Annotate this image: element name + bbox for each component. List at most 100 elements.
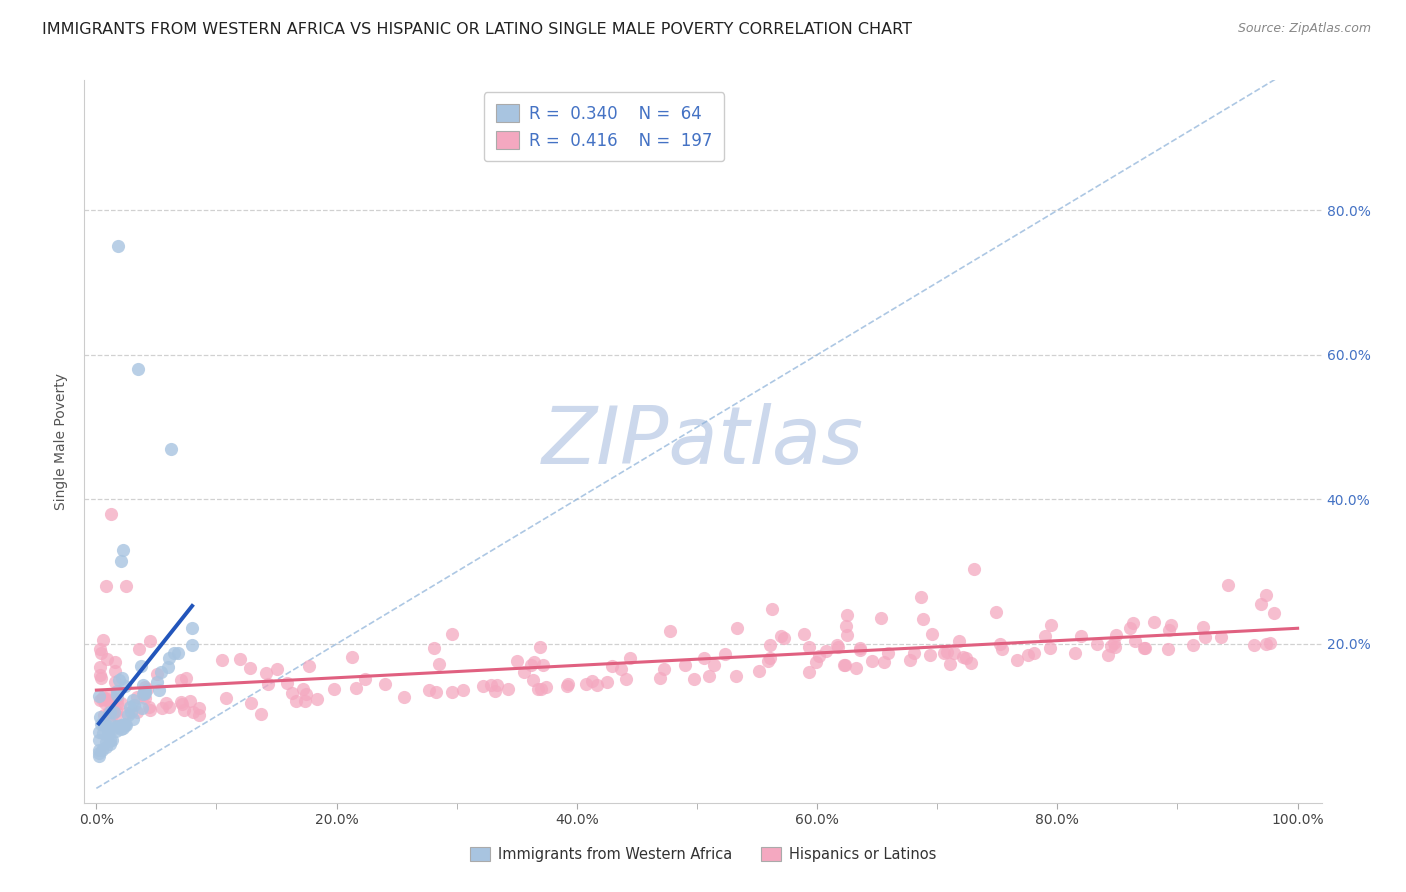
Point [1256, 638, 1278, 652]
Point [1017, 648, 1039, 662]
Point [180, 638, 202, 652]
Point [122, 712, 145, 726]
Point [104, 674, 127, 689]
Point [1097, 648, 1119, 662]
Point [266, 662, 288, 676]
Point [97, 728, 120, 742]
Point [1258, 635, 1281, 649]
Point [134, 683, 156, 698]
Point [748, 664, 770, 678]
Point [873, 656, 896, 670]
Point [91, 743, 114, 757]
Point [595, 675, 617, 690]
Point [176, 671, 198, 685]
Point [523, 655, 546, 669]
Point [849, 643, 872, 657]
Point [988, 637, 1011, 651]
Point [725, 669, 748, 683]
Point [90, 716, 112, 731]
Point [531, 657, 554, 672]
Point [129, 659, 152, 673]
Point [522, 673, 544, 687]
Point [714, 647, 737, 661]
Point [163, 646, 186, 660]
Point [98, 733, 121, 747]
Point [600, 659, 623, 673]
Point [1143, 615, 1166, 630]
Point [877, 646, 900, 660]
Point [100, 708, 122, 723]
Point [89, 693, 111, 707]
Point [693, 651, 716, 665]
Point [769, 629, 792, 643]
Point [394, 690, 416, 705]
Point [1085, 637, 1108, 651]
Point [157, 651, 180, 665]
Point [125, 705, 148, 719]
Point [1070, 630, 1092, 644]
Point [122, 698, 145, 712]
Point [519, 657, 541, 672]
Point [1133, 641, 1156, 656]
Point [1157, 641, 1180, 656]
Point [257, 677, 280, 691]
Point [215, 691, 238, 706]
Point [96, 692, 118, 706]
Point [1263, 606, 1285, 620]
Point [114, 717, 136, 731]
Point [441, 685, 464, 699]
Point [91, 726, 114, 740]
Point [984, 605, 1007, 619]
Point [555, 679, 578, 693]
Point [759, 651, 782, 665]
Point [87, 743, 110, 757]
Point [472, 679, 495, 693]
Point [1102, 636, 1125, 650]
Point [94, 579, 117, 593]
Point [148, 682, 170, 697]
Point [170, 673, 193, 687]
Point [991, 641, 1014, 656]
Point [513, 665, 536, 679]
Point [903, 646, 925, 660]
Point [103, 721, 125, 735]
Point [100, 733, 122, 747]
Point [104, 665, 127, 679]
Point [799, 640, 821, 655]
Y-axis label: Single Male Poverty: Single Male Poverty [55, 373, 69, 510]
Point [211, 653, 233, 667]
Point [98, 705, 121, 719]
Point [935, 644, 957, 658]
Point [1035, 630, 1057, 644]
Point [530, 681, 553, 696]
Point [860, 654, 883, 668]
Text: ZIPatlas: ZIPatlas [541, 402, 865, 481]
Point [1063, 646, 1085, 660]
Point [115, 579, 138, 593]
Point [834, 658, 856, 673]
Point [98, 715, 121, 730]
Point [105, 688, 128, 702]
Point [425, 685, 447, 699]
Point [759, 638, 782, 652]
Point [172, 697, 194, 711]
Point [527, 682, 550, 697]
Point [835, 619, 858, 633]
Point [114, 679, 136, 693]
Point [910, 590, 932, 604]
Point [134, 680, 156, 694]
Point [699, 668, 721, 682]
Point [91, 692, 114, 706]
Point [146, 674, 169, 689]
Point [761, 602, 783, 616]
Point [173, 703, 195, 717]
Point [87, 725, 110, 739]
Point [297, 659, 319, 673]
Point [87, 689, 110, 703]
Point [725, 621, 748, 635]
Point [157, 659, 180, 673]
Point [96, 651, 118, 665]
Point [938, 657, 960, 672]
Point [1182, 638, 1205, 652]
Point [105, 684, 128, 698]
